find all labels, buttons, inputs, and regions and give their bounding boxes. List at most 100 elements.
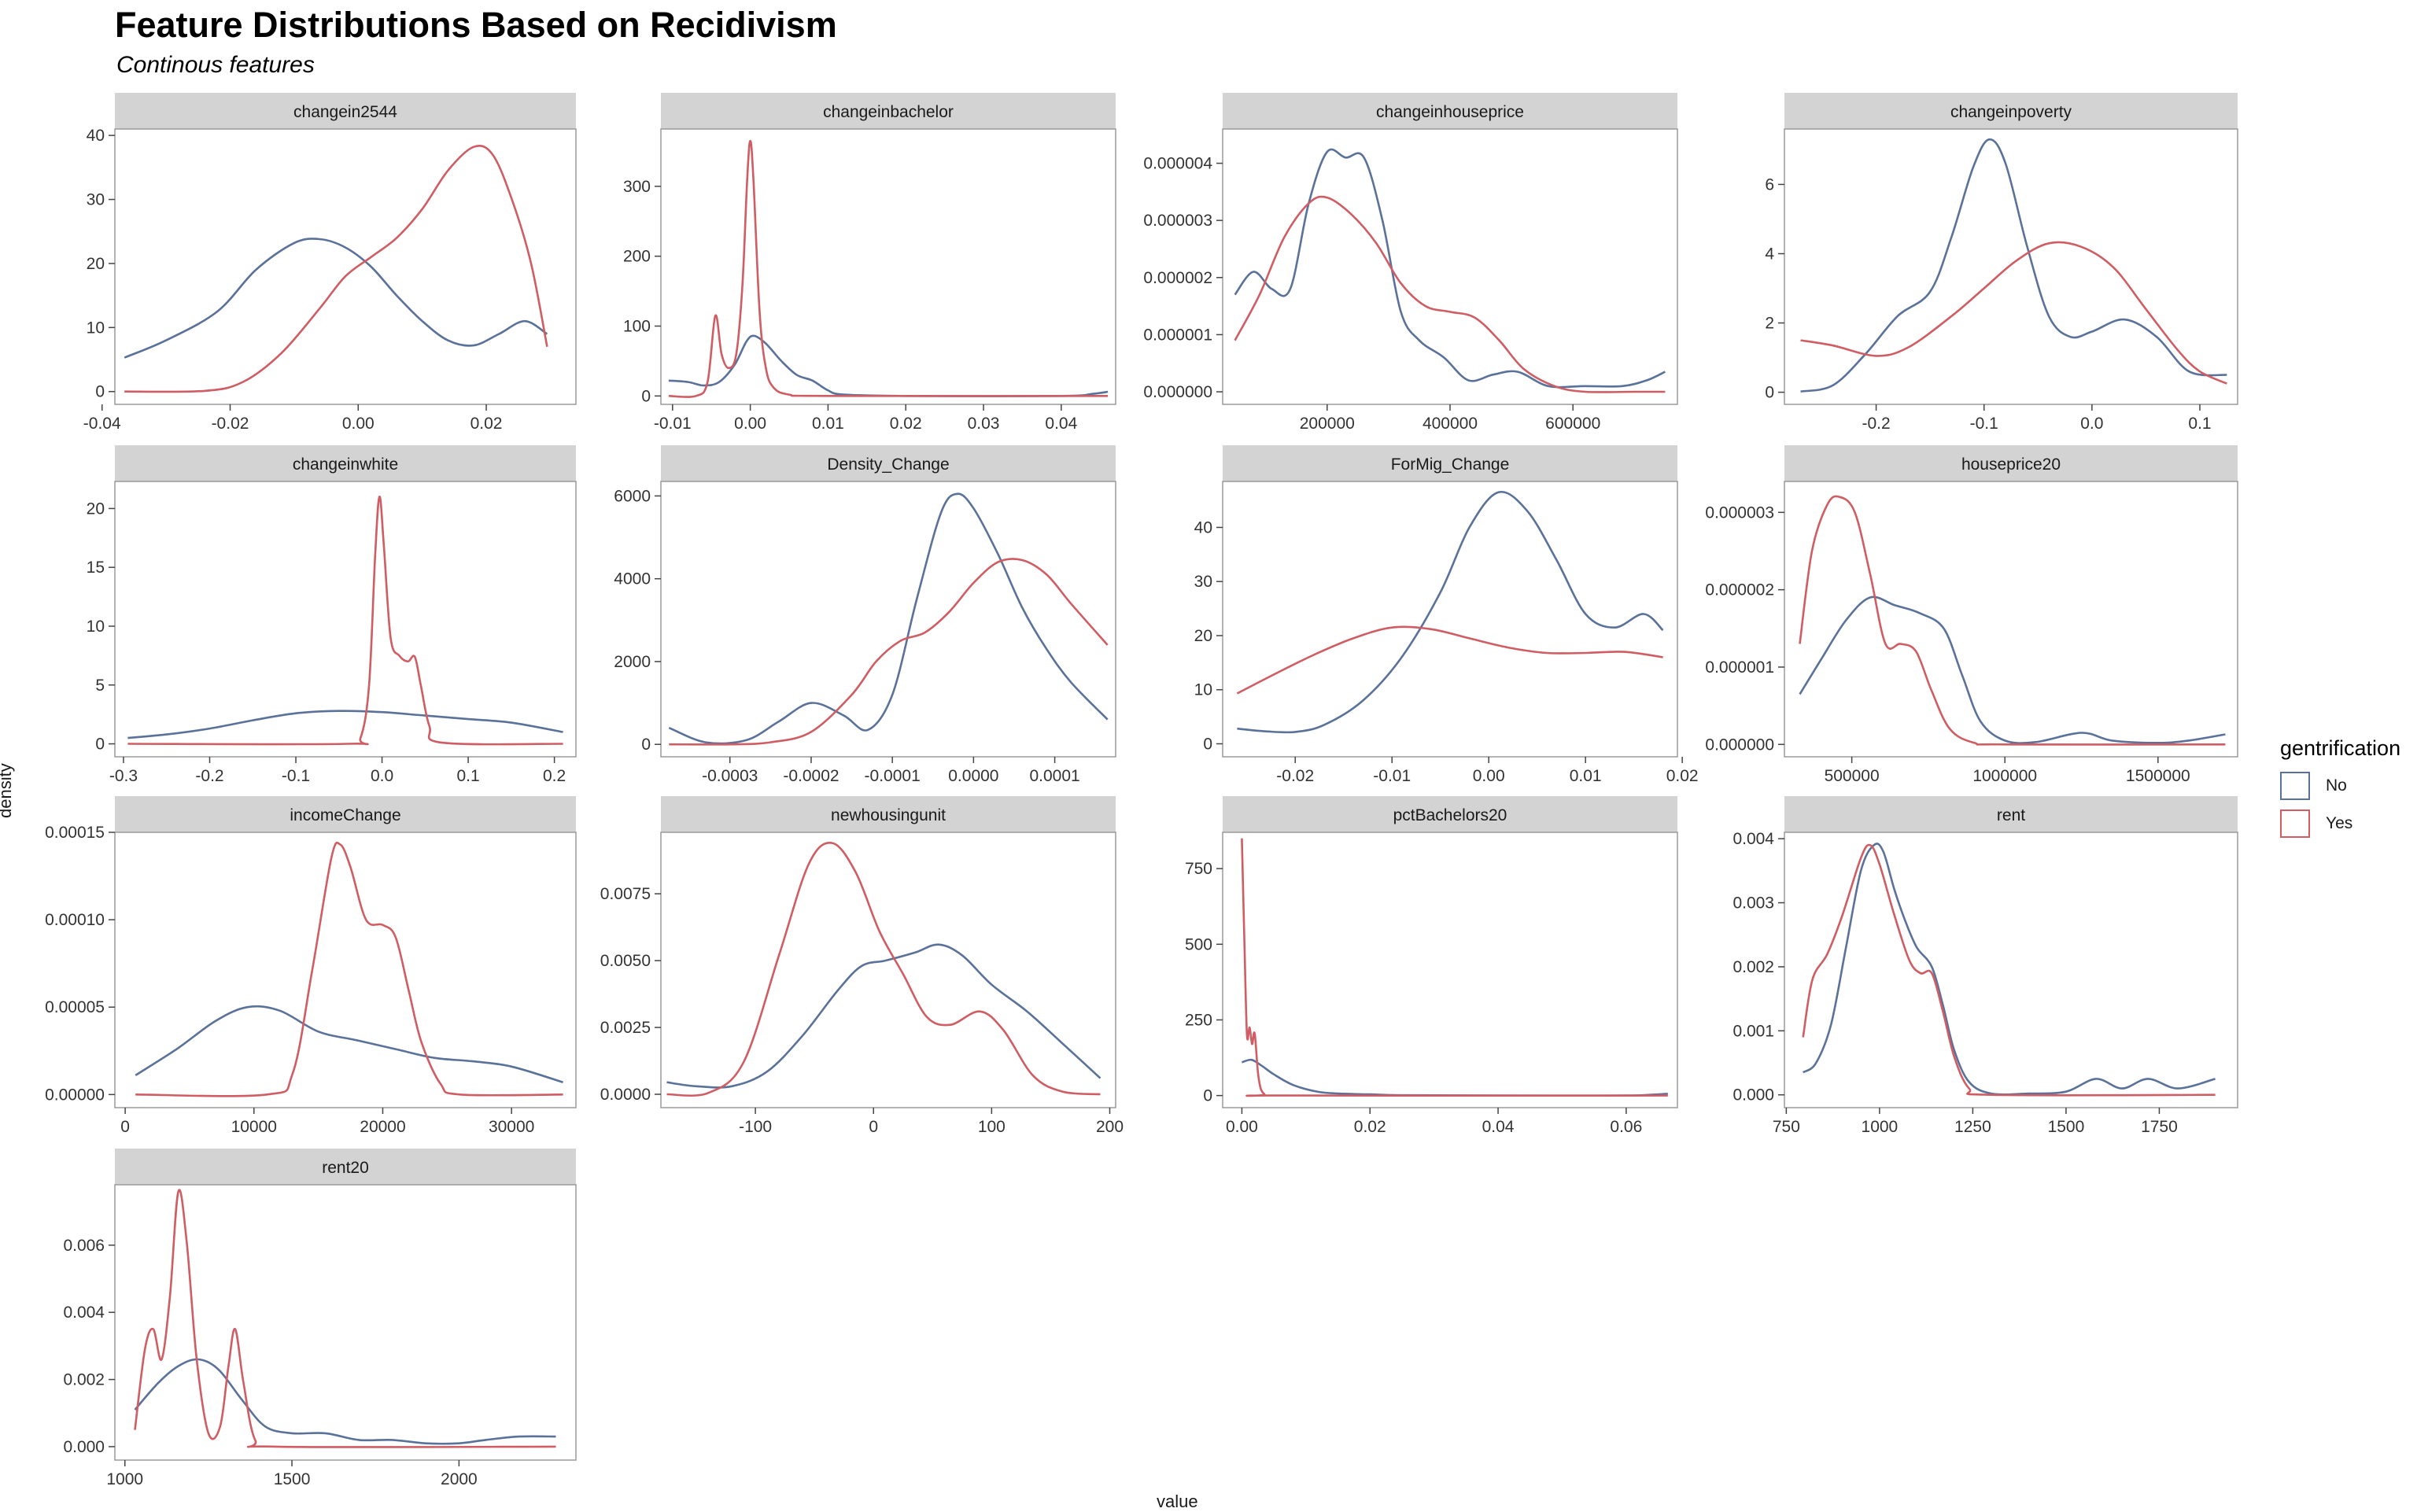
density-line-yes (1802, 843, 2216, 1097)
facet-changeinhouseprice: changeinhouseprice 0.000000 0.000001 0.0000… (1143, 93, 1678, 433)
x-tick-label: -0.1 (1970, 415, 1998, 433)
x-tick-label: 200 (1096, 1118, 1124, 1136)
y-tick-label: 200 (623, 248, 651, 266)
y-tick-label: 5 (95, 677, 105, 695)
facet-panel (1222, 481, 1678, 758)
x-tick-label: -0.0002 (783, 767, 839, 785)
y-tick-label: 0.004 (1732, 830, 1774, 848)
chart-title: Feature Distributions Based on Recidivis… (115, 5, 837, 45)
y-tick-label: 2000 (614, 653, 651, 671)
facet-strip (1223, 445, 1677, 481)
y-tick-label: 0 (95, 383, 105, 401)
y-tick-label: 0.003 (1732, 894, 1774, 913)
x-tick-label: 0.0001 (1029, 767, 1079, 785)
y-tick-label: 0.000002 (1705, 581, 1774, 599)
facet-strip (1784, 445, 2238, 481)
x-tick-label: 0.00 (734, 415, 766, 433)
x-tick-label: 0.01 (1570, 767, 1602, 785)
density-line-no (1234, 148, 1666, 389)
y-tick-label: 0.00015 (45, 824, 105, 842)
x-tick-label: 0 (869, 1118, 878, 1136)
facet-houseprice20: houseprice20 0.000000 0.000001 0.000002 0.00… (1705, 445, 2238, 785)
y-tick-label: 100 (623, 318, 651, 336)
x-tick-label: 0.02 (1354, 1118, 1386, 1136)
y-tick-label: 0.0000 (600, 1086, 651, 1104)
x-tick-label: -0.3 (109, 767, 138, 785)
facet-strip-label: newhousingunit (831, 806, 946, 824)
legend-key-no (2280, 772, 2310, 800)
x-tick-label: 0.02 (470, 415, 503, 433)
y-tick-label: 0 (1203, 1087, 1212, 1105)
density-line-yes (135, 841, 563, 1097)
density-line-yes (127, 496, 563, 746)
density-line-yes (134, 1189, 556, 1448)
x-tick-label: 0.04 (1045, 415, 1077, 433)
facet-strip (1223, 796, 1677, 832)
y-tick-label: 0.002 (63, 1371, 105, 1389)
y-tick-label: 10 (1194, 681, 1212, 699)
y-tick-label: 0 (641, 736, 651, 754)
facet-strip (661, 445, 1116, 481)
facet-strip-label: changein2544 (293, 103, 397, 121)
y-tick-label: 0.000000 (1705, 736, 1774, 754)
x-tick-label: 400000 (1423, 415, 1478, 433)
x-tick-label: 0.01 (812, 415, 844, 433)
y-tick-label: 0.001 (1732, 1022, 1774, 1040)
x-tick-label: -0.04 (83, 415, 121, 433)
x-tick-label: -0.0001 (865, 767, 921, 785)
y-tick-label: 20 (1194, 627, 1212, 645)
y-tick-label: 6 (1765, 175, 1774, 194)
density-line-no (666, 943, 1101, 1089)
x-tick-label: 0.00 (1226, 1118, 1258, 1136)
facet-strip-label: changeinwhite (293, 455, 398, 474)
x-tick-label: 0.0 (2080, 415, 2103, 433)
x-tick-label: 0.0 (371, 767, 393, 785)
x-tick-label: 0.1 (2188, 415, 2211, 433)
legend-title: gentrification (2280, 736, 2401, 760)
x-tick-label: 750 (1773, 1118, 1800, 1136)
legend-item-no: No (2280, 767, 2400, 805)
density-line-no (1237, 490, 1664, 734)
facet-panel (1784, 481, 2238, 758)
facet-strip (115, 1149, 576, 1185)
x-tick-label: 1000000 (1972, 767, 2037, 785)
y-axis-label: density (0, 763, 15, 818)
y-tick-label: 10 (87, 319, 105, 337)
x-tick-label: 0.0000 (948, 767, 998, 785)
x-tick-label: 0.1 (456, 767, 479, 785)
y-tick-label: 0 (1203, 735, 1212, 753)
y-tick-label: 0.000000 (1143, 383, 1212, 401)
facet-strip-label: pctBachelors20 (1393, 806, 1507, 824)
facet-strip (661, 796, 1116, 832)
y-tick-label: 2 (1765, 315, 1774, 333)
facet-strip-label: houseprice20 (1961, 455, 2061, 474)
facet-changeinbachelor: changeinbachelor 0 100 200 300 -0.01 0.00 0.01 0… (623, 93, 1116, 433)
y-tick-label: 0 (1765, 384, 1774, 402)
density-line-yes (669, 558, 1109, 746)
density-line-no (124, 238, 548, 359)
x-tick-label: 1500000 (2126, 767, 2190, 785)
y-tick-label: 0.00005 (45, 998, 105, 1016)
x-tick-label: -0.01 (654, 415, 692, 433)
facet-strip-label: rent (1997, 806, 2025, 824)
x-tick-label: 30000 (489, 1118, 534, 1136)
y-tick-label: 0.000004 (1143, 155, 1212, 173)
density-line-yes (124, 145, 548, 393)
x-tick-label: -0.02 (1276, 767, 1314, 785)
facet-panel (114, 128, 577, 405)
density-line-no (1799, 596, 2226, 744)
x-tick-label: 10000 (231, 1118, 277, 1136)
legend-item-yes: Yes (2280, 805, 2400, 843)
density-line-yes (1236, 625, 1663, 695)
y-tick-label: 40 (87, 127, 105, 145)
legend: gentrification No Yes (2280, 736, 2400, 843)
x-tick-label: 1500 (274, 1470, 311, 1488)
y-tick-label: 0.004 (63, 1304, 105, 1322)
y-tick-label: 4000 (614, 570, 651, 588)
y-tick-label: 0.000 (1732, 1086, 1774, 1104)
y-tick-label: 20 (87, 255, 105, 273)
facet-strip (115, 445, 576, 481)
x-tick-label: -0.1 (282, 767, 310, 785)
y-tick-label: 0.00000 (45, 1086, 105, 1104)
